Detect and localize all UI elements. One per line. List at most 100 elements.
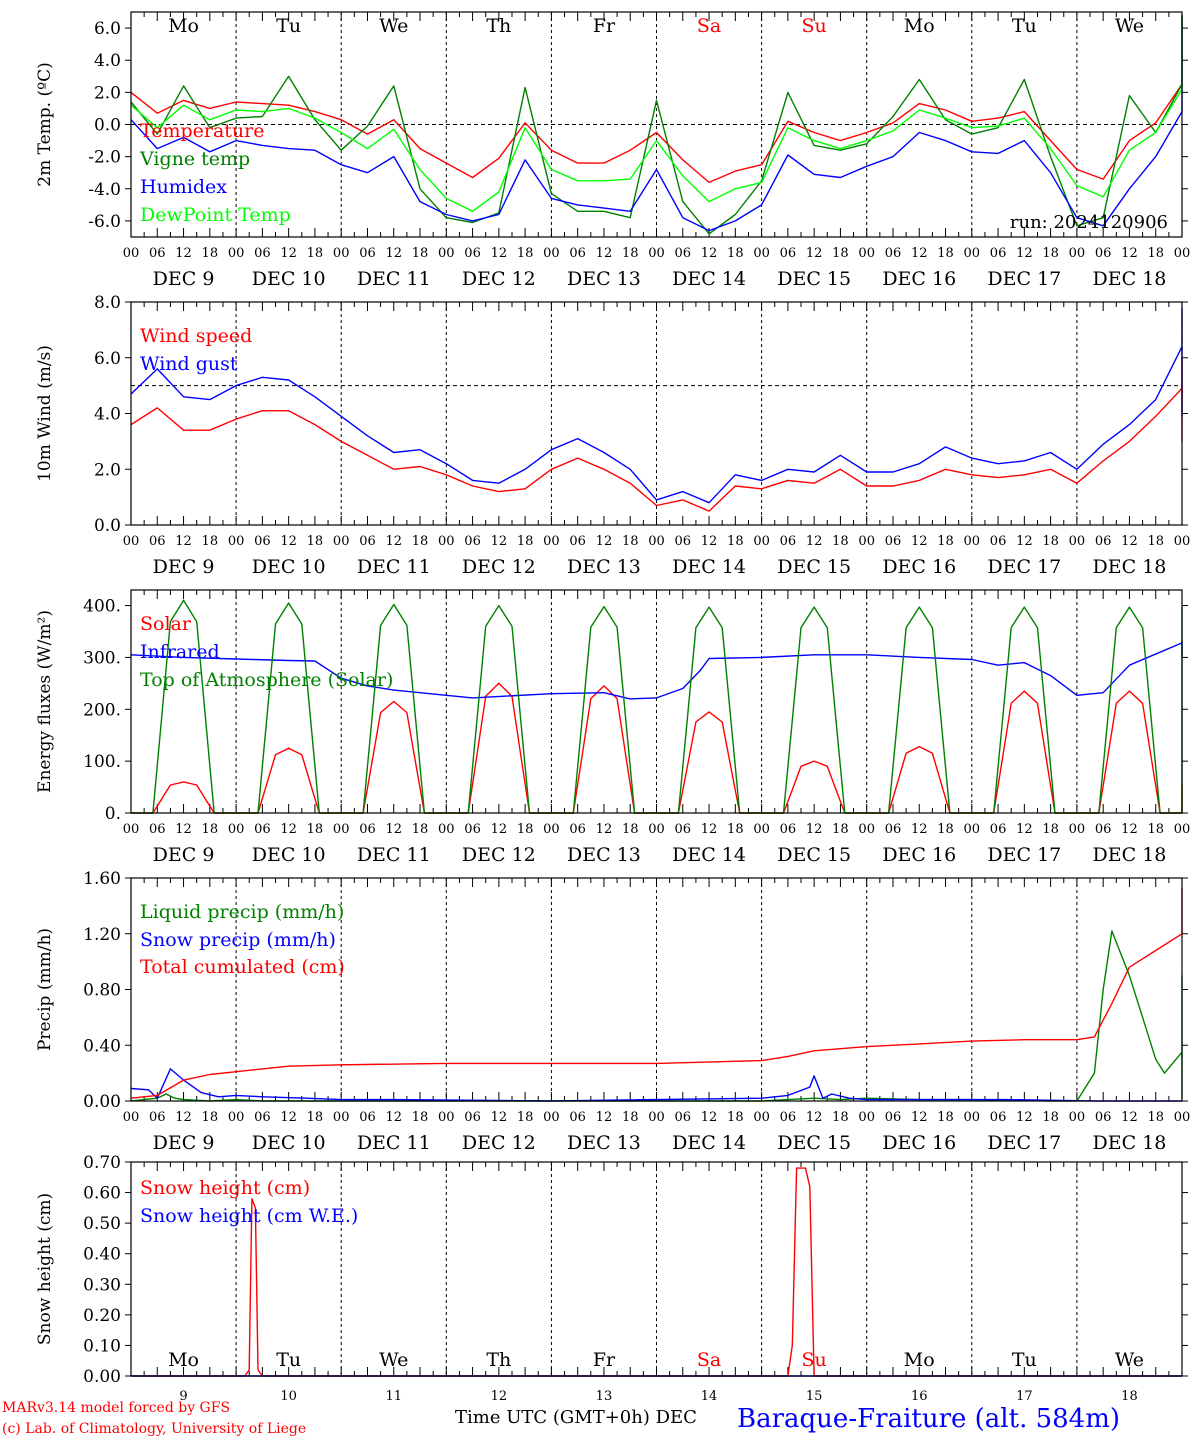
hour-tick-label: 12 bbox=[596, 246, 613, 261]
y-tick-label: 4.0 bbox=[94, 405, 121, 425]
date-label: DEC 11 bbox=[357, 1132, 431, 1154]
hour-tick-label: 18 bbox=[307, 822, 324, 837]
date-label: DEC 14 bbox=[672, 844, 746, 866]
date-label: DEC 15 bbox=[777, 556, 851, 578]
hour-tick-label: 18 bbox=[1147, 1110, 1164, 1125]
hour-tick-label: 06 bbox=[675, 1110, 692, 1125]
hour-tick-label: 12 bbox=[280, 534, 297, 549]
date-label: DEC 16 bbox=[882, 844, 956, 866]
hour-tick-label: 00 bbox=[438, 534, 455, 549]
day-number: 14 bbox=[701, 1389, 718, 1404]
hour-tick-label: 06 bbox=[885, 534, 902, 549]
hour-tick-label: 06 bbox=[359, 246, 376, 261]
date-label: DEC 15 bbox=[777, 268, 851, 290]
series-total-cumulated-cm bbox=[130, 887, 1183, 1099]
series-wind-gust bbox=[130, 307, 1183, 504]
hour-tick-label: 12 bbox=[596, 822, 613, 837]
plot-frame bbox=[130, 301, 1183, 526]
hour-tick-label: 00 bbox=[333, 822, 350, 837]
hour-tick-label: 18 bbox=[517, 1110, 534, 1125]
y-tick-label: 400. bbox=[83, 597, 121, 617]
hour-tick-label: 00 bbox=[1174, 534, 1191, 549]
hour-tick-label: 12 bbox=[385, 1110, 402, 1125]
date-label: DEC 17 bbox=[987, 268, 1061, 290]
hour-tick-label: 06 bbox=[464, 246, 481, 261]
hour-tick-label: 00 bbox=[543, 1110, 560, 1125]
y-axis-label: 10m Wind (m/s) bbox=[35, 345, 55, 482]
hour-tick-label: 00 bbox=[543, 246, 560, 261]
y-tick-label: 0.0 bbox=[94, 116, 121, 136]
hour-tick-label: 12 bbox=[280, 822, 297, 837]
hour-tick-label: 12 bbox=[491, 246, 508, 261]
hour-tick-label: 06 bbox=[675, 534, 692, 549]
hour-tick-label: 18 bbox=[832, 1110, 849, 1125]
y-tick-label: 0.40 bbox=[83, 1036, 121, 1056]
hour-tick-label: 18 bbox=[937, 534, 954, 549]
hour-tick-label: 18 bbox=[517, 246, 534, 261]
hour-tick-label: 06 bbox=[990, 246, 1007, 261]
hour-tick-label: 00 bbox=[543, 534, 560, 549]
day-number: 11 bbox=[385, 1389, 402, 1404]
day-name: We bbox=[1115, 1349, 1144, 1371]
hour-tick-label: 12 bbox=[1016, 246, 1033, 261]
day-name: Fr bbox=[593, 15, 616, 37]
y-tick-label: 1.20 bbox=[83, 925, 121, 945]
hour-tick-label: 00 bbox=[858, 1110, 875, 1125]
hour-tick-label: 12 bbox=[1016, 534, 1033, 549]
day-number: 9 bbox=[179, 1389, 187, 1404]
date-label: DEC 14 bbox=[672, 556, 746, 578]
date-label: DEC 12 bbox=[462, 556, 536, 578]
hour-tick-label: 00 bbox=[1174, 246, 1191, 261]
date-label: DEC 15 bbox=[777, 844, 851, 866]
legend-entry: Liquid precip (mm/h) bbox=[140, 901, 344, 923]
hour-tick-label: 18 bbox=[622, 1110, 639, 1125]
day-number: 13 bbox=[596, 1389, 613, 1404]
date-label: DEC 16 bbox=[882, 268, 956, 290]
hour-tick-label: 18 bbox=[832, 246, 849, 261]
hour-tick-label: 06 bbox=[254, 822, 271, 837]
hour-tick-label: 06 bbox=[1095, 246, 1112, 261]
hour-tick-label: 18 bbox=[727, 246, 744, 261]
hour-tick-label: 12 bbox=[701, 822, 718, 837]
date-label: DEC 12 bbox=[462, 844, 536, 866]
hour-tick-label: 06 bbox=[464, 1110, 481, 1125]
hour-tick-label: 00 bbox=[753, 822, 770, 837]
date-label: DEC 14 bbox=[672, 268, 746, 290]
series-infrared bbox=[130, 640, 1183, 700]
y-tick-label: 0.50 bbox=[83, 1214, 121, 1234]
hour-tick-label: 00 bbox=[964, 246, 981, 261]
day-name: Sa bbox=[697, 1349, 721, 1371]
hour-tick-label: 18 bbox=[832, 534, 849, 549]
hour-tick-label: 06 bbox=[254, 246, 271, 261]
hour-tick-label: 00 bbox=[1069, 1110, 1086, 1125]
y-tick-label: -2.0 bbox=[88, 148, 121, 168]
hour-tick-label: 00 bbox=[228, 822, 245, 837]
date-label: DEC 12 bbox=[462, 268, 536, 290]
y-tick-label: 0.70 bbox=[83, 1153, 121, 1173]
panel-1: 6.0 4.0 2.0 0.0 -2.0 -4.0 -6.0 2m Temp. (ºC) Tem… bbox=[35, 11, 1191, 290]
hour-tick-label: 12 bbox=[175, 246, 192, 261]
hour-tick-label: 00 bbox=[1174, 1110, 1191, 1125]
hour-tick-label: 00 bbox=[228, 246, 245, 261]
day-name: Mo bbox=[904, 1349, 935, 1371]
y-axis-label: 2m Temp. (ºC) bbox=[35, 62, 55, 187]
hour-tick-label: 18 bbox=[727, 822, 744, 837]
hour-tick-label: 18 bbox=[307, 1110, 324, 1125]
hour-tick-label: 00 bbox=[1069, 246, 1086, 261]
series-snow-precip-mm-h bbox=[130, 1068, 1182, 1102]
hour-tick-label: 18 bbox=[727, 1110, 744, 1125]
hour-tick-label: 06 bbox=[1095, 1110, 1112, 1125]
y-tick-label: 0.00 bbox=[83, 1092, 121, 1112]
hour-tick-label: 06 bbox=[1095, 534, 1112, 549]
hour-tick-label: 18 bbox=[1147, 246, 1164, 261]
hour-tick-label: 18 bbox=[307, 246, 324, 261]
day-number: 16 bbox=[911, 1389, 928, 1404]
date-label: DEC 10 bbox=[252, 844, 326, 866]
y-tick-label: 2.0 bbox=[94, 460, 121, 480]
y-axis-label: Energy fluxes (W/m²) bbox=[35, 610, 55, 793]
day-number: 15 bbox=[806, 1389, 823, 1404]
y-tick-label: 6.0 bbox=[94, 19, 121, 39]
hour-tick-label: 18 bbox=[1042, 822, 1059, 837]
legend-entry: Solar bbox=[140, 613, 192, 635]
hour-tick-label: 00 bbox=[438, 246, 455, 261]
